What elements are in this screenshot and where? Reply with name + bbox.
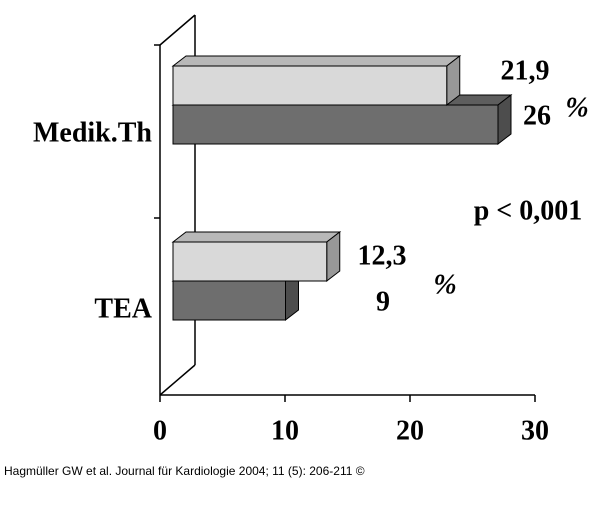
bar [171,230,342,283]
category-label: Medik.Th [33,117,152,148]
caption: Hagmüller GW et al. Journal für Kardiolo… [4,464,365,478]
value-label: 26 [523,100,551,131]
category-label: TEA [94,293,152,324]
x-tick-label: 10 [271,415,299,446]
x-tick-label: 30 [521,415,549,446]
annotation: % [433,269,456,300]
value-label: 9 [376,286,390,317]
annotation: % [565,92,588,123]
x-tick-label: 20 [396,415,424,446]
bar [171,54,462,107]
annotation: p < 0,001 [474,195,583,226]
value-label: 12,3 [358,240,407,271]
value-label: 21,9 [501,55,550,86]
x-tick-label: 0 [153,415,167,446]
